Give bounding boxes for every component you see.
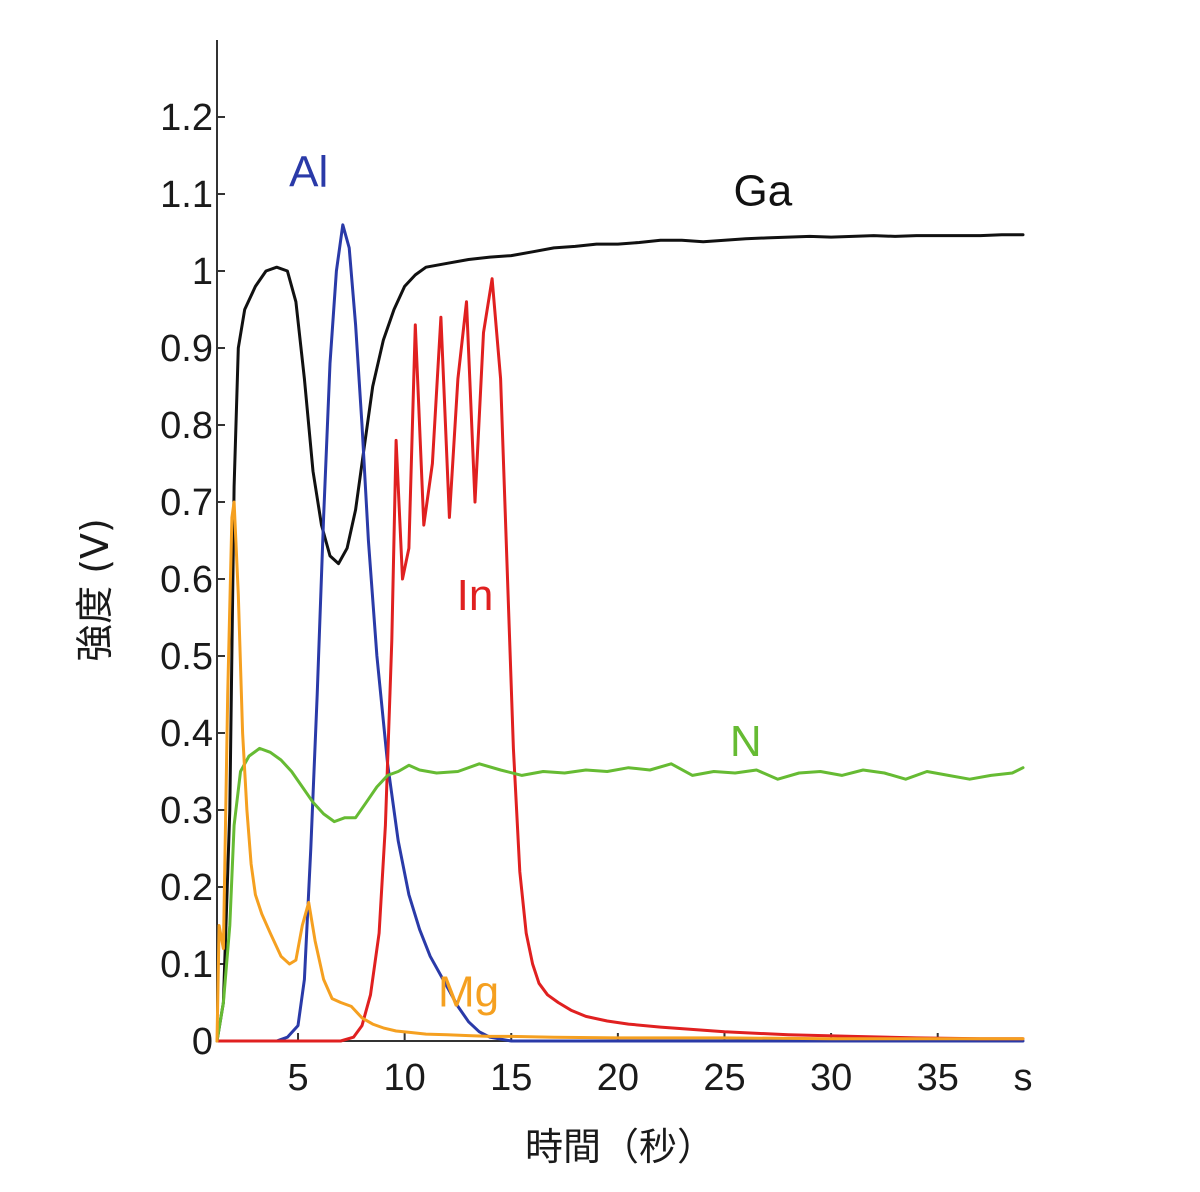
series-label-al: Al [289, 147, 328, 196]
series-line-n [215, 746, 1025, 1043]
y-tick-label: 0.2 [160, 867, 213, 909]
axes: 0 0.1 0.2 0.3 0.4 0.5 0.6 0.7 0.8 0.9 1 1.1 1.2 5 10 15… [160, 40, 1023, 1099]
x-tick-label: 15 [490, 1057, 532, 1099]
y-tick-label: 0.8 [160, 405, 213, 447]
y-tick-label: 1.1 [160, 174, 213, 216]
series-line-mg [215, 500, 1025, 1043]
y-tick-label: 0.7 [160, 482, 213, 524]
x-axis-unit-label: s [1014, 1057, 1033, 1099]
x-tick-label: 10 [383, 1057, 425, 1099]
x-tick-label: 20 [597, 1057, 639, 1099]
y-tick-label: 0.5 [160, 636, 213, 678]
series-line-al [215, 223, 1025, 1043]
y-tick-label: 0.1 [160, 944, 213, 986]
series-label-in: In [457, 571, 494, 620]
x-tick-label: 30 [810, 1057, 852, 1099]
y-tick-label: 1.2 [160, 97, 213, 139]
x-tick-label: 35 [917, 1057, 959, 1099]
y-tick-label: 1 [192, 251, 213, 293]
y-tick-label: 0.6 [160, 559, 213, 601]
series-labels: Ga Al In N Mg [289, 147, 793, 1016]
series-line-in [215, 277, 1025, 1043]
series-line-ga [215, 233, 1025, 1043]
series-label-ga: Ga [734, 167, 793, 216]
y-tick-label: 0.4 [160, 713, 213, 755]
series-label-mg: Mg [438, 967, 499, 1016]
series-label-n: N [730, 717, 762, 766]
y-axis-title: 強度 (V) [73, 518, 117, 662]
x-axis-title: 時間（秒） [525, 1125, 715, 1169]
series-layer [215, 223, 1025, 1043]
x-tick-label: 25 [703, 1057, 745, 1099]
y-tick-label: 0 [192, 1021, 213, 1063]
y-tick-label: 0.9 [160, 328, 213, 370]
x-tick-label: 5 [287, 1057, 308, 1099]
y-tick-label: 0.3 [160, 790, 213, 832]
